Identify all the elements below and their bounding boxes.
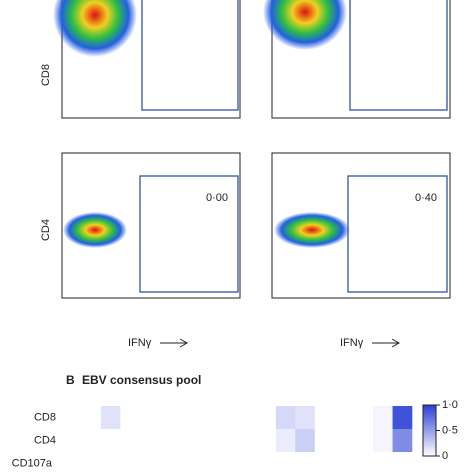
heatmap-cell bbox=[314, 406, 335, 429]
heatmap-cell bbox=[139, 406, 160, 429]
heatmap-cell bbox=[198, 429, 218, 452]
heatmap-cell bbox=[373, 429, 393, 452]
heatmap-cell bbox=[256, 429, 277, 452]
heatmap-cell bbox=[373, 406, 393, 429]
arrow bbox=[372, 338, 401, 348]
section-letter: B bbox=[66, 373, 75, 387]
heatmap-cell bbox=[334, 406, 354, 429]
colorbar-tick-label: 0 bbox=[442, 450, 448, 462]
heatmap-cell bbox=[275, 406, 296, 429]
heatmap-cell bbox=[295, 406, 316, 429]
heatmap-cell bbox=[120, 429, 141, 452]
heatmap-cell bbox=[100, 429, 121, 452]
plot-frame bbox=[271, 152, 451, 299]
gate bbox=[349, 0, 448, 111]
gate-value: 0·40 bbox=[415, 192, 437, 204]
x-label: IFNγ bbox=[340, 337, 364, 349]
heatmap-cell bbox=[159, 406, 179, 429]
colorbar-tick-label: 0·5 bbox=[442, 424, 458, 436]
colorbar bbox=[422, 404, 437, 457]
heatmap-cell bbox=[256, 406, 277, 429]
gate-value: 0·00 bbox=[206, 192, 228, 204]
heatmap-cell bbox=[334, 429, 354, 452]
heatmap-cell bbox=[81, 406, 102, 429]
row-label: CD107a bbox=[12, 457, 53, 469]
heatmap-cell bbox=[120, 406, 141, 429]
y-label: CD8 bbox=[40, 64, 52, 86]
heatmap-cell bbox=[237, 406, 257, 429]
plot-frame bbox=[271, 0, 451, 119]
colorbar-tick-label: 1·0 bbox=[442, 399, 458, 411]
heatmap-cell bbox=[81, 429, 102, 452]
heatmap-cell bbox=[392, 406, 413, 429]
row-label: CD4 bbox=[34, 434, 56, 446]
x-label: IFNγ bbox=[128, 337, 152, 349]
heatmap-cell bbox=[217, 429, 238, 452]
heatmap-cell bbox=[198, 406, 218, 429]
plot-frame bbox=[61, 0, 241, 119]
gate bbox=[139, 175, 239, 293]
heatmap-cell bbox=[139, 429, 160, 452]
heatmap-cell bbox=[275, 429, 296, 452]
density bbox=[274, 212, 350, 248]
heatmap-cell bbox=[353, 406, 374, 429]
heatmap-cell bbox=[159, 429, 179, 452]
density bbox=[263, 0, 347, 50]
density bbox=[53, 0, 137, 57]
gate bbox=[141, 0, 239, 111]
y-label: CD4 bbox=[40, 219, 52, 241]
heatmap-cell bbox=[237, 429, 257, 452]
gate bbox=[347, 175, 448, 293]
heatmap-cell bbox=[314, 429, 335, 452]
heatmap-cell bbox=[178, 429, 199, 452]
plot-frame bbox=[61, 152, 241, 299]
section-title: EBV consensus pool bbox=[82, 373, 201, 387]
heatmap-cell bbox=[217, 406, 238, 429]
heatmap-cell bbox=[392, 429, 413, 452]
heatmap-cell bbox=[62, 429, 82, 452]
row-label: CD8 bbox=[34, 411, 56, 423]
arrow bbox=[160, 338, 189, 348]
heatmap: CD8 CD4 CD107a 1·0 0·5 0 bbox=[12, 399, 458, 470]
heatmap-cell bbox=[62, 406, 82, 429]
heatmap-cell bbox=[353, 429, 374, 452]
heatmap-cell bbox=[100, 406, 121, 429]
heatmap-cell bbox=[178, 406, 199, 429]
heatmap-cell bbox=[295, 429, 316, 452]
density bbox=[63, 212, 127, 248]
